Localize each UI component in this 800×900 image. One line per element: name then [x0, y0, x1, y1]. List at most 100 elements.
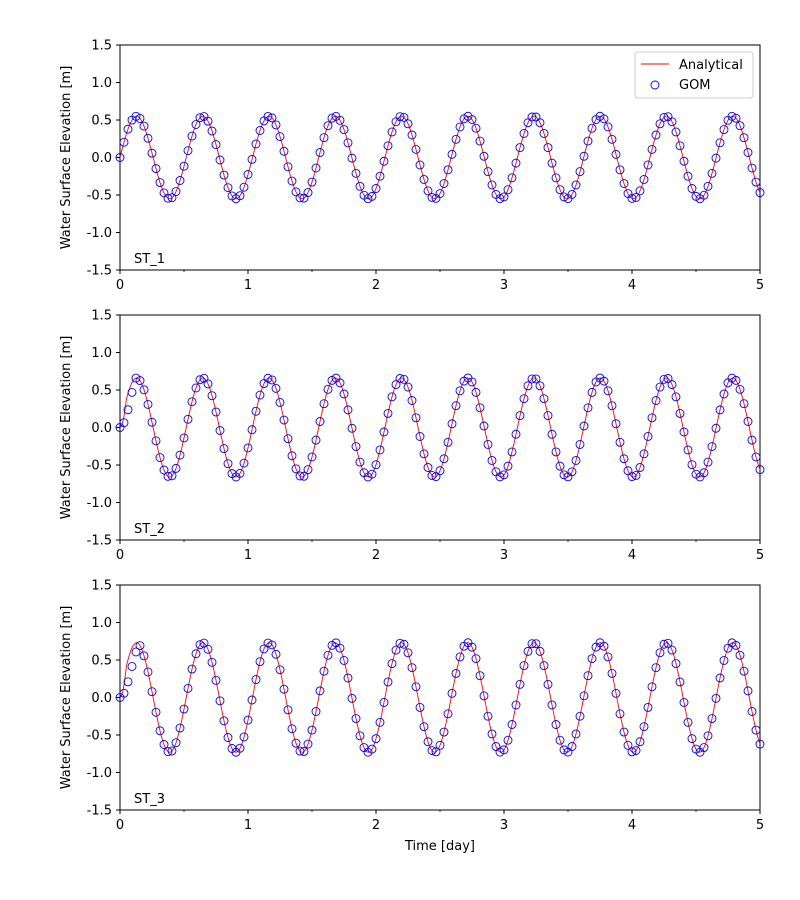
gom-data-point — [295, 471, 305, 481]
x-tick-label: 0 — [116, 278, 124, 293]
gom-data-point — [519, 394, 529, 404]
gom-data-point — [671, 659, 681, 669]
gom-data-point — [303, 465, 313, 475]
gom-data-point — [743, 148, 753, 157]
gom-data-point — [707, 168, 717, 178]
gom-data-point — [447, 688, 457, 698]
gom-data-point — [739, 666, 749, 676]
gom-data-point — [311, 163, 321, 173]
legend-gom-label: GOM — [679, 78, 711, 93]
gom-data-point — [159, 740, 169, 749]
gom-data-point — [711, 693, 721, 703]
y-tick-label: 1.5 — [91, 309, 112, 324]
gom-data-point — [679, 156, 689, 166]
gom-data-point — [179, 161, 189, 171]
gom-data-point — [155, 453, 165, 463]
gom-data-point — [571, 456, 581, 465]
panel-st2: 0 1 2 3 4 5 -1.5 -1.0 -0.5 0.0 0.5 1.0 1.5 ST_2 Wate… — [59, 309, 765, 563]
gom-data-point — [743, 686, 753, 696]
gom-data-point — [571, 180, 581, 190]
gom-data-point — [615, 437, 625, 447]
x-tick-label: 2 — [372, 548, 380, 563]
gom-data-point — [283, 434, 293, 444]
gom-data-point — [407, 663, 417, 673]
gom-data-point — [571, 729, 581, 739]
gom-data-point — [239, 458, 249, 468]
gom-data-point — [559, 470, 569, 480]
gom-data-point — [379, 698, 389, 707]
gom-data-point — [639, 175, 649, 184]
gom-data-point — [419, 722, 429, 732]
x-tick-label: 2 — [372, 278, 380, 293]
gom-data-point — [467, 115, 477, 124]
gom-data-point — [559, 192, 569, 202]
gom-data-point — [211, 675, 221, 685]
gom-data-point — [627, 472, 637, 482]
gom-data-point — [611, 419, 621, 429]
gom-data-point — [623, 740, 633, 750]
gom-data-point — [179, 433, 189, 443]
gom-data-point — [255, 390, 265, 400]
gom-data-point — [715, 673, 725, 683]
gom-data-point — [471, 654, 481, 664]
gom-data-point — [499, 192, 509, 202]
gom-data-point — [411, 682, 421, 692]
gom-data-point — [711, 423, 721, 433]
gom-data-point — [607, 668, 617, 678]
gom-data-point — [583, 136, 593, 146]
gom-data-point — [347, 693, 357, 703]
gom-data-point — [551, 447, 561, 457]
gom-data-point — [123, 405, 133, 415]
gom-data-point — [527, 112, 537, 122]
gom-data-point — [307, 725, 317, 735]
gom-data-point — [367, 191, 377, 201]
series-layer — [115, 373, 765, 482]
gom-data-point — [187, 131, 197, 141]
gom-data-point — [167, 471, 177, 481]
gom-data-point — [659, 639, 669, 649]
gom-data-point — [299, 471, 309, 481]
gom-data-point — [659, 112, 669, 122]
gom-data-point — [163, 193, 173, 203]
gom-data-point — [575, 167, 585, 177]
gom-data-point — [687, 734, 697, 744]
gom-data-point — [507, 720, 517, 729]
gom-data-point — [207, 391, 217, 401]
gom-data-point — [163, 471, 173, 481]
gom-data-point — [755, 188, 765, 198]
gom-data-point — [499, 470, 509, 480]
gom-data-point — [291, 187, 301, 197]
gom-data-point — [599, 114, 609, 124]
x-tick-label: 0 — [116, 818, 124, 833]
gom-data-point — [207, 657, 217, 667]
gom-data-point — [495, 194, 505, 204]
gom-data-point — [543, 411, 553, 421]
x-tick-label: 2 — [372, 818, 380, 833]
gom-data-point — [271, 649, 281, 659]
gom-data-point — [631, 746, 641, 755]
gom-data-point — [355, 731, 365, 741]
gom-data-point — [751, 452, 761, 462]
gom-data-point — [411, 413, 421, 423]
gom-data-point — [619, 727, 629, 737]
gom-data-point — [167, 193, 177, 203]
gom-data-point — [307, 177, 317, 187]
gom-data-point — [267, 375, 277, 385]
gom-data-point — [383, 408, 393, 418]
gom-data-point — [455, 122, 465, 132]
gom-data-point — [351, 168, 361, 178]
gom-data-point — [627, 747, 637, 757]
y-tick-label: -1.5 — [87, 264, 112, 279]
gom-data-point — [135, 113, 145, 123]
y-tick-label: -0.5 — [87, 459, 112, 474]
legend: Analytical GOM — [634, 51, 754, 99]
gom-data-point — [351, 714, 361, 723]
gom-data-point — [719, 125, 729, 135]
gom-data-point — [579, 151, 589, 161]
gom-data-point — [735, 384, 745, 394]
series-layer — [115, 638, 765, 757]
gom-data-point — [735, 121, 745, 131]
gom-data-point — [619, 454, 629, 464]
legend-analytical-label: Analytical — [679, 58, 743, 73]
gom-data-point — [403, 648, 413, 658]
